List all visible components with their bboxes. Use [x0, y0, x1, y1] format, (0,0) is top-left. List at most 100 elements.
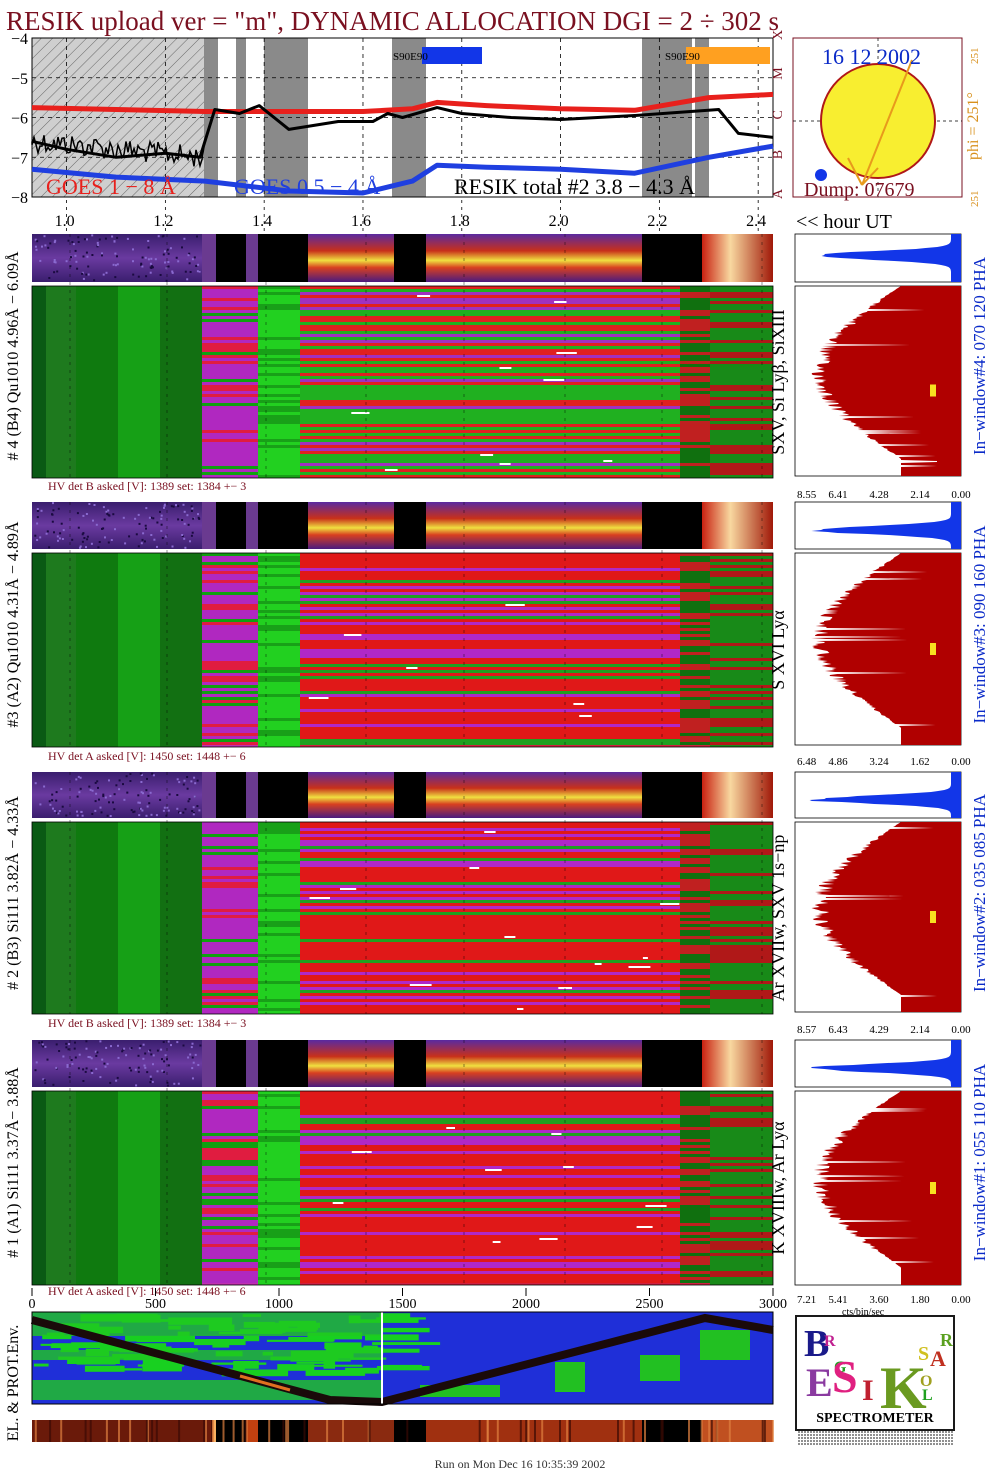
raster-row — [258, 451, 300, 454]
raster-row — [202, 1268, 258, 1271]
env-particle-band — [33, 1363, 49, 1367]
raster-row — [258, 900, 300, 903]
band-noise-pixel — [34, 534, 37, 537]
band-noise-pixel — [161, 1069, 164, 1072]
xtick-label: 1.2 — [153, 213, 173, 230]
band-noise-pixel — [112, 263, 115, 266]
raster-row — [202, 1097, 258, 1100]
raster-row — [258, 1169, 300, 1172]
band-noise-pixel — [79, 546, 81, 549]
raster-row — [202, 715, 258, 718]
raster-row — [300, 1211, 680, 1214]
raster-row — [202, 840, 258, 843]
raster-row — [202, 583, 258, 586]
raster-row — [680, 1130, 710, 1133]
raster-row — [300, 927, 680, 930]
raster-row — [680, 385, 710, 388]
band-noise-pixel — [103, 518, 106, 521]
raster-row — [258, 739, 300, 742]
raster-row — [680, 622, 710, 625]
raster-row — [202, 1011, 258, 1014]
band-noise-pixel — [189, 271, 192, 273]
band-noise-pixel — [114, 528, 116, 531]
raster-row — [202, 966, 258, 969]
raster-row — [300, 1256, 680, 1259]
band-noise-pixel — [53, 810, 56, 812]
raster-row — [680, 1280, 710, 1283]
band-noise-pixel — [95, 1067, 98, 1070]
raster-column — [160, 822, 202, 1014]
raster-row — [258, 1002, 300, 1005]
raster-row — [680, 1262, 710, 1265]
env-particle-band — [84, 1365, 125, 1372]
raster-column — [76, 1091, 118, 1285]
raster-row — [680, 939, 710, 942]
band-noise-pixel — [150, 257, 153, 260]
world-map-frame — [31, 1311, 774, 1405]
raster-row — [710, 939, 773, 942]
spectral-band-segment — [246, 234, 258, 282]
raster-row — [710, 691, 773, 694]
raster-row — [680, 343, 710, 346]
raster-row — [710, 1259, 773, 1262]
raster-row — [680, 727, 710, 730]
raster-row — [300, 921, 680, 924]
raster-row — [680, 436, 710, 439]
intensity-strip-segment — [308, 1420, 394, 1442]
raster-row — [710, 1220, 773, 1223]
raster-row — [258, 1184, 300, 1187]
raster-row — [202, 403, 258, 406]
raster-row — [680, 340, 710, 343]
band-noise-pixel — [42, 1078, 45, 1081]
raster-row — [680, 697, 710, 700]
raster-row — [258, 1208, 300, 1211]
raster-row — [258, 607, 300, 610]
band-noise-pixel — [128, 535, 131, 538]
raster-row — [202, 589, 258, 592]
raster-row — [258, 415, 300, 418]
raster-row — [202, 939, 258, 942]
raster-row — [258, 963, 300, 966]
raster-row — [300, 646, 680, 649]
raster-row — [258, 403, 300, 406]
raster-row — [300, 1127, 680, 1130]
band-noise-pixel — [147, 246, 150, 249]
raster-row — [300, 1103, 680, 1106]
raster-row — [300, 691, 680, 694]
raster-row — [300, 649, 680, 652]
raster-row — [258, 1205, 300, 1208]
band-noise-pixel — [197, 263, 200, 266]
env-particle-band — [381, 1327, 430, 1333]
raster-row — [300, 712, 680, 715]
raster-row — [202, 1226, 258, 1229]
raster-row — [258, 945, 300, 948]
raster-row — [710, 646, 773, 649]
raster-row — [710, 1154, 773, 1157]
band-noise-pixel — [46, 1058, 49, 1061]
raster-row — [258, 715, 300, 718]
raster-row — [680, 849, 710, 852]
raster-row — [680, 1115, 710, 1118]
raster-row — [680, 694, 710, 697]
band-noise-pixel — [118, 779, 121, 782]
raster-row — [258, 1124, 300, 1127]
raster-row — [710, 1169, 773, 1172]
raster-row — [680, 1139, 710, 1142]
band-noise-pixel — [137, 513, 140, 516]
raster-row — [680, 996, 710, 999]
raster-row — [300, 553, 680, 556]
raster-row — [300, 559, 680, 562]
raster-row — [300, 1229, 680, 1232]
band-noise-pixel — [61, 805, 64, 808]
raster-row — [300, 1133, 680, 1136]
raster-row — [710, 936, 773, 939]
raster-row — [300, 948, 680, 951]
band-noise-pixel — [171, 270, 174, 273]
raster-row — [680, 1008, 710, 1011]
raster-row — [258, 706, 300, 709]
raster-row — [202, 301, 258, 304]
raster-row — [710, 442, 773, 445]
raster-row — [300, 577, 680, 580]
raster-row — [202, 1139, 258, 1142]
raster-white-streak — [579, 715, 592, 717]
